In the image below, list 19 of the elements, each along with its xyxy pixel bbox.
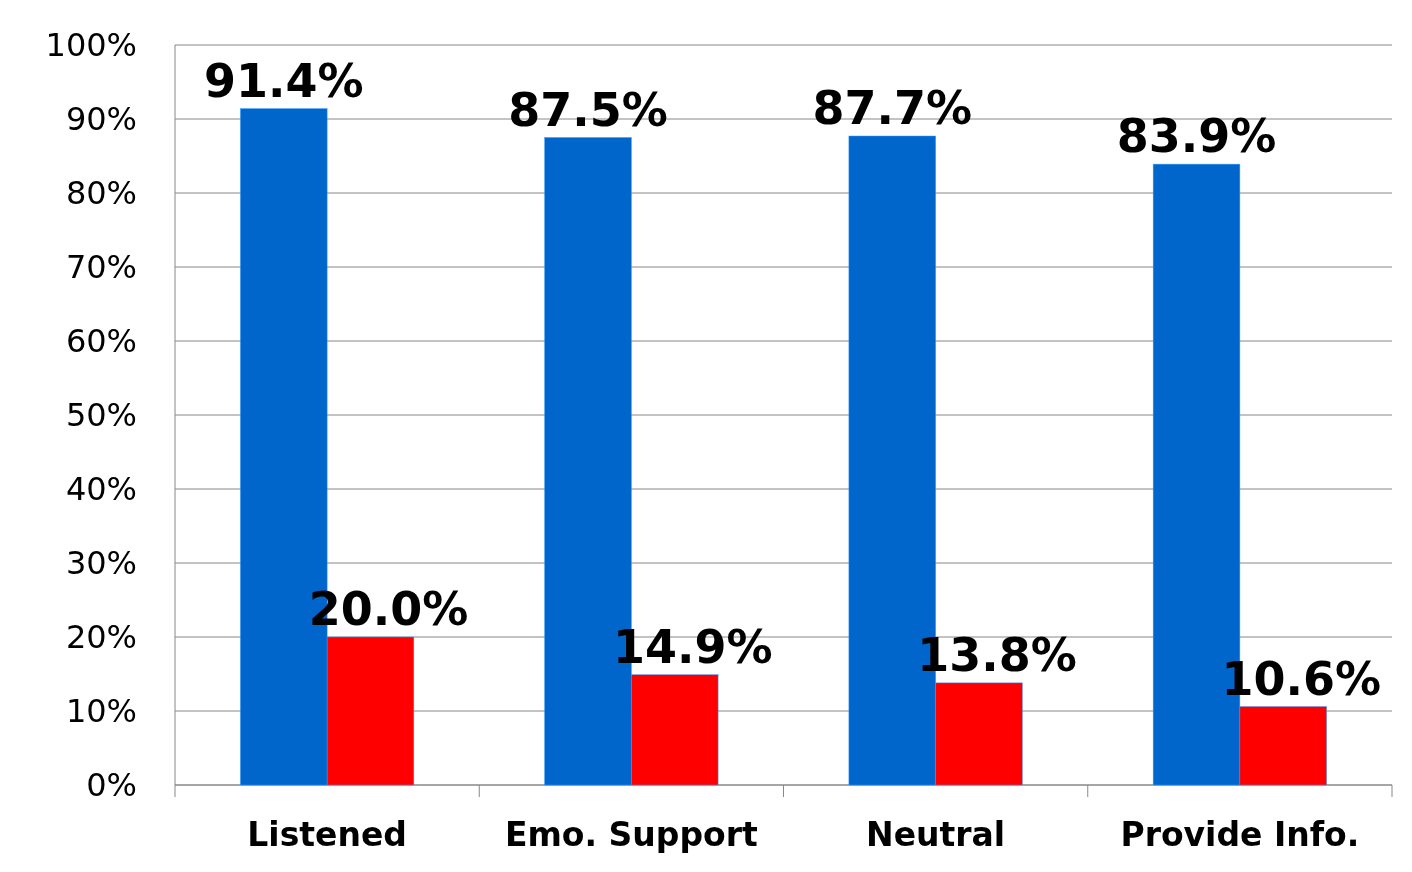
data-label: 87.7%: [812, 81, 973, 136]
x-tick-label: Provide Info.: [1120, 815, 1360, 854]
data-label: 91.4%: [203, 53, 364, 108]
y-tick-label: 20%: [65, 618, 137, 657]
y-tick-label: 10%: [65, 692, 137, 731]
y-tick-label: 40%: [65, 470, 137, 509]
y-tick-label: 80%: [65, 174, 137, 213]
x-tick-label: Listened: [247, 815, 407, 854]
y-tick-label: 50%: [65, 396, 137, 435]
data-label: 83.9%: [1116, 109, 1277, 164]
y-tick-label: 0%: [86, 766, 137, 805]
y-tick-label: 60%: [65, 322, 137, 361]
data-label: 87.5%: [508, 82, 668, 137]
y-tick-label: 100%: [45, 26, 137, 65]
x-tick-label: Emo. Support: [504, 815, 759, 854]
y-tick-label: 90%: [65, 100, 137, 139]
y-tick-label: 70%: [65, 248, 137, 287]
y-tick-label: 30%: [65, 544, 137, 583]
x-tick-label: Neutral: [866, 815, 1006, 854]
